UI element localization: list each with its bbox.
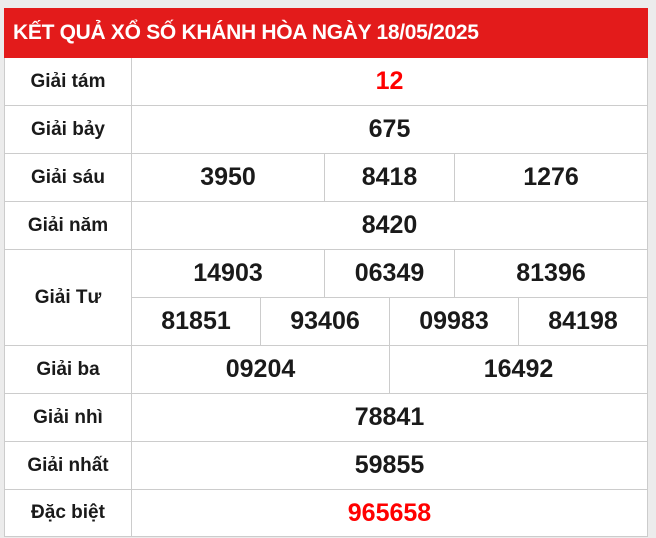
prize-label: Giải bảy <box>4 106 132 154</box>
prize-number: 965658 <box>132 490 648 537</box>
prize-number: 81851 <box>132 298 261 346</box>
prize-label: Giải sáu <box>4 154 132 202</box>
prize-number: 675 <box>132 106 648 154</box>
prize-number: 09983 <box>390 298 519 346</box>
prize-label: Giải nhì <box>4 394 132 442</box>
prize-number: 16492 <box>390 346 648 394</box>
prize-number: 14903 <box>132 250 325 298</box>
prize-number: 8420 <box>132 202 648 250</box>
prize-number: 59855 <box>132 442 648 490</box>
prize-number: 84198 <box>519 298 648 346</box>
prize-label: Giải Tư <box>4 250 132 346</box>
prize-label: Giải ba <box>4 346 132 394</box>
prize-number: 3950 <box>132 154 325 202</box>
prize-number: 1276 <box>455 154 648 202</box>
prize-number: 81396 <box>455 250 648 298</box>
prize-label: Giải nhất <box>4 442 132 490</box>
prize-number: 78841 <box>132 394 648 442</box>
prize-label: Giải năm <box>4 202 132 250</box>
prize-label: Giải tám <box>4 58 132 106</box>
results-title: KẾT QUẢ XỔ SỐ KHÁNH HÒA NGÀY 18/05/2025 <box>4 8 648 58</box>
prize-number: 8418 <box>325 154 455 202</box>
prize-number: 12 <box>132 58 648 106</box>
prize-number: 09204 <box>132 346 390 394</box>
prize-number: 06349 <box>325 250 455 298</box>
prize-label: Đặc biệt <box>4 490 132 537</box>
prize-number: 93406 <box>261 298 390 346</box>
